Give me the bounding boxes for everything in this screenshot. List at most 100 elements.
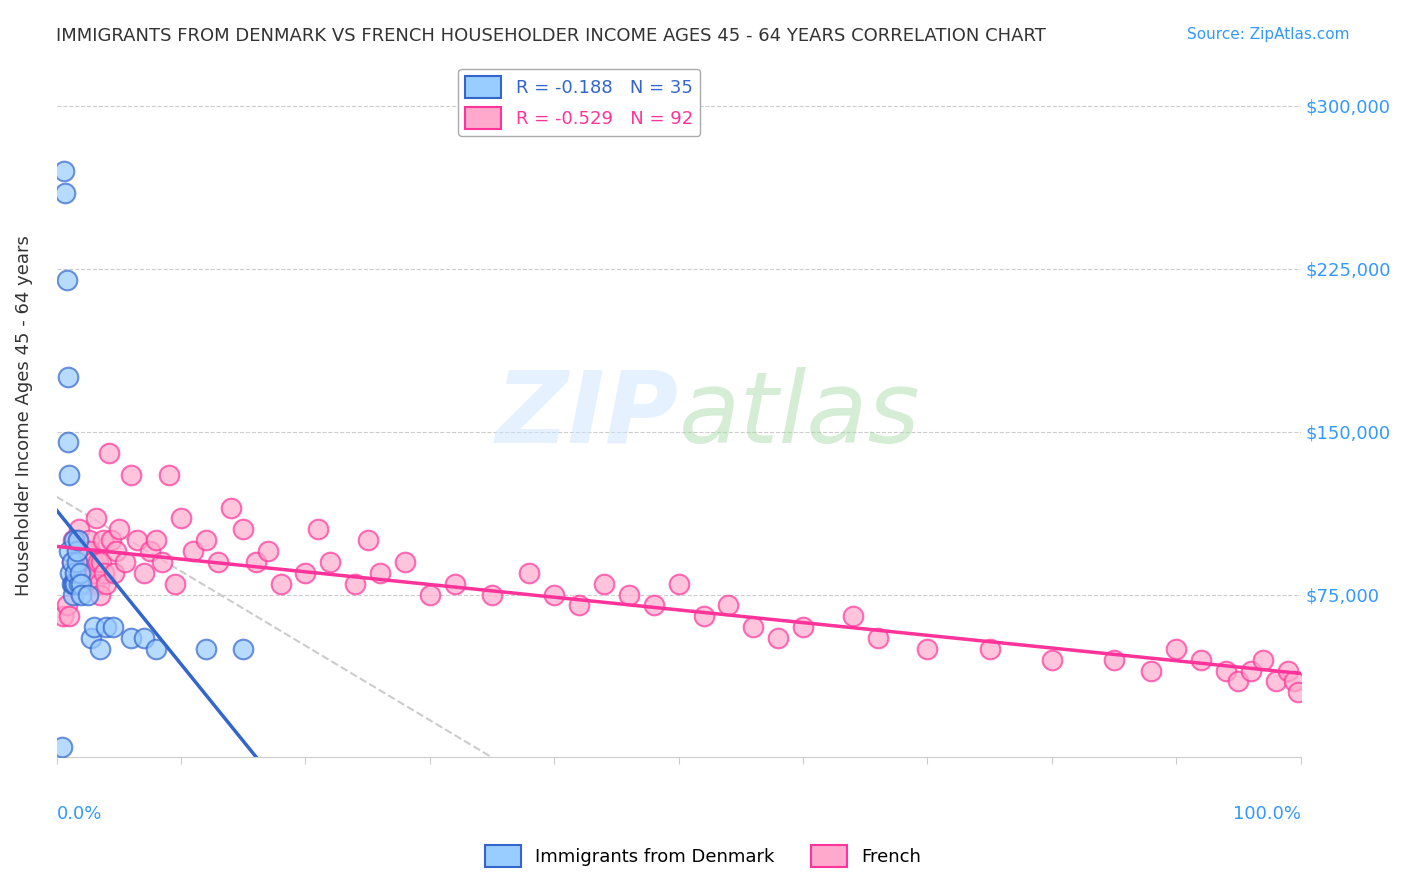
Point xyxy=(65,576,87,591)
Point xyxy=(194,641,217,656)
Point xyxy=(69,555,91,569)
Point xyxy=(766,631,789,645)
Point xyxy=(83,620,105,634)
Point xyxy=(145,533,167,548)
Point xyxy=(307,522,329,536)
Point xyxy=(194,533,217,548)
Point xyxy=(368,566,391,580)
Point xyxy=(257,544,280,558)
Point xyxy=(60,555,83,569)
Point xyxy=(82,555,104,569)
Point xyxy=(72,566,94,580)
Point xyxy=(86,511,108,525)
Y-axis label: Householder Income Ages 45 - 64 years: Householder Income Ages 45 - 64 years xyxy=(15,235,32,596)
Point xyxy=(692,609,714,624)
Point xyxy=(66,533,89,548)
Text: 100.0%: 100.0% xyxy=(1233,805,1301,823)
Point xyxy=(89,587,111,601)
Point xyxy=(70,587,93,601)
Point xyxy=(80,566,103,580)
Point xyxy=(419,587,441,601)
Point xyxy=(103,566,125,580)
Point xyxy=(63,533,86,548)
Legend: Immigrants from Denmark, French: Immigrants from Denmark, French xyxy=(478,838,928,874)
Legend: R = -0.188   N = 35, R = -0.529   N = 92: R = -0.188 N = 35, R = -0.529 N = 92 xyxy=(458,69,700,136)
Point xyxy=(1227,674,1250,689)
Point xyxy=(517,566,540,580)
Point xyxy=(96,620,118,634)
Point xyxy=(120,631,142,645)
Point xyxy=(63,576,86,591)
Point xyxy=(127,533,149,548)
Point xyxy=(76,576,98,591)
Point xyxy=(1277,664,1299,678)
Point xyxy=(643,599,665,613)
Point xyxy=(55,272,77,286)
Text: ZIP: ZIP xyxy=(496,367,679,464)
Point xyxy=(86,555,108,569)
Point xyxy=(232,641,254,656)
Point xyxy=(1140,664,1163,678)
Point xyxy=(842,609,865,624)
Point xyxy=(58,609,80,624)
Point xyxy=(101,620,124,634)
Point xyxy=(543,587,565,601)
Point xyxy=(150,555,173,569)
Point xyxy=(56,435,79,450)
Point xyxy=(62,587,84,601)
Point xyxy=(80,631,103,645)
Point xyxy=(132,631,155,645)
Point xyxy=(145,641,167,656)
Point xyxy=(114,555,136,569)
Point xyxy=(83,576,105,591)
Point xyxy=(65,566,87,580)
Point xyxy=(1264,674,1286,689)
Point xyxy=(792,620,814,634)
Point xyxy=(120,468,142,483)
Point xyxy=(917,641,939,656)
Point xyxy=(70,576,93,591)
Point xyxy=(79,544,101,558)
Point xyxy=(183,544,205,558)
Point xyxy=(87,576,110,591)
Point xyxy=(593,576,616,591)
Point xyxy=(207,555,229,569)
Point xyxy=(65,544,87,558)
Point xyxy=(394,555,416,569)
Point xyxy=(356,533,378,548)
Point xyxy=(51,739,73,754)
Point xyxy=(866,631,889,645)
Point xyxy=(53,164,76,178)
Point xyxy=(568,599,591,613)
Point xyxy=(62,576,84,591)
Text: 0.0%: 0.0% xyxy=(56,805,103,823)
Text: atlas: atlas xyxy=(679,367,921,464)
Point xyxy=(65,555,87,569)
Point xyxy=(1166,641,1188,656)
Point xyxy=(96,576,118,591)
Point xyxy=(1102,653,1125,667)
Point xyxy=(84,566,107,580)
Point xyxy=(55,599,77,613)
Point xyxy=(1240,664,1263,678)
Point xyxy=(53,186,76,200)
Point xyxy=(1284,674,1306,689)
Point xyxy=(979,641,1001,656)
Point xyxy=(91,533,114,548)
Point xyxy=(668,576,690,591)
Point xyxy=(69,566,91,580)
Point xyxy=(105,544,128,558)
Point xyxy=(108,522,131,536)
Point xyxy=(270,576,292,591)
Point xyxy=(67,522,90,536)
Point xyxy=(139,544,162,558)
Point xyxy=(70,544,93,558)
Point xyxy=(59,566,82,580)
Point xyxy=(1253,653,1275,667)
Point xyxy=(97,446,120,460)
Point xyxy=(1189,653,1212,667)
Point xyxy=(163,576,186,591)
Point xyxy=(232,522,254,536)
Point xyxy=(52,609,75,624)
Point xyxy=(1286,685,1309,699)
